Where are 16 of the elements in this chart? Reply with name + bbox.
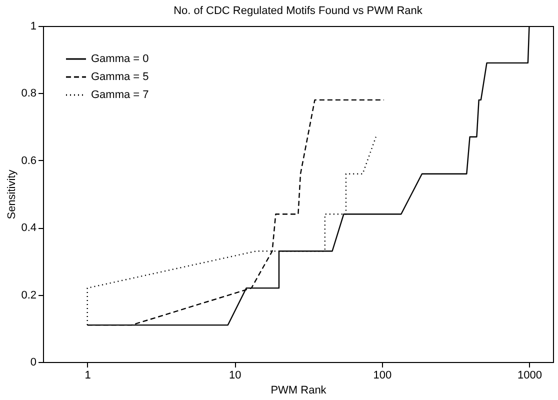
legend-label: Gamma = 0 xyxy=(91,53,149,65)
x-tick-label: 1 xyxy=(84,370,91,382)
y-tick-label: 0 xyxy=(30,356,36,368)
y-tick-label: 0.8 xyxy=(21,88,36,100)
legend-label: Gamma = 5 xyxy=(91,71,149,83)
x-tick-label: 10 xyxy=(229,370,242,382)
y-tick-label: 0.4 xyxy=(21,222,36,234)
chart-title: No. of CDC Regulated Motifs Found vs PWM Rank xyxy=(174,5,423,17)
x-tick-label: 100 xyxy=(373,370,392,382)
y-tick-label: 0.2 xyxy=(21,289,36,302)
y-tick-label: 0.6 xyxy=(21,154,36,167)
legend-label: Gamma = 7 xyxy=(91,89,149,101)
x-axis-title: PWM Rank xyxy=(270,384,327,396)
x-tick-label: 1000 xyxy=(517,370,542,382)
y-tick-label: 1 xyxy=(30,20,36,32)
y-axis-title: Sensitivity xyxy=(6,169,18,220)
